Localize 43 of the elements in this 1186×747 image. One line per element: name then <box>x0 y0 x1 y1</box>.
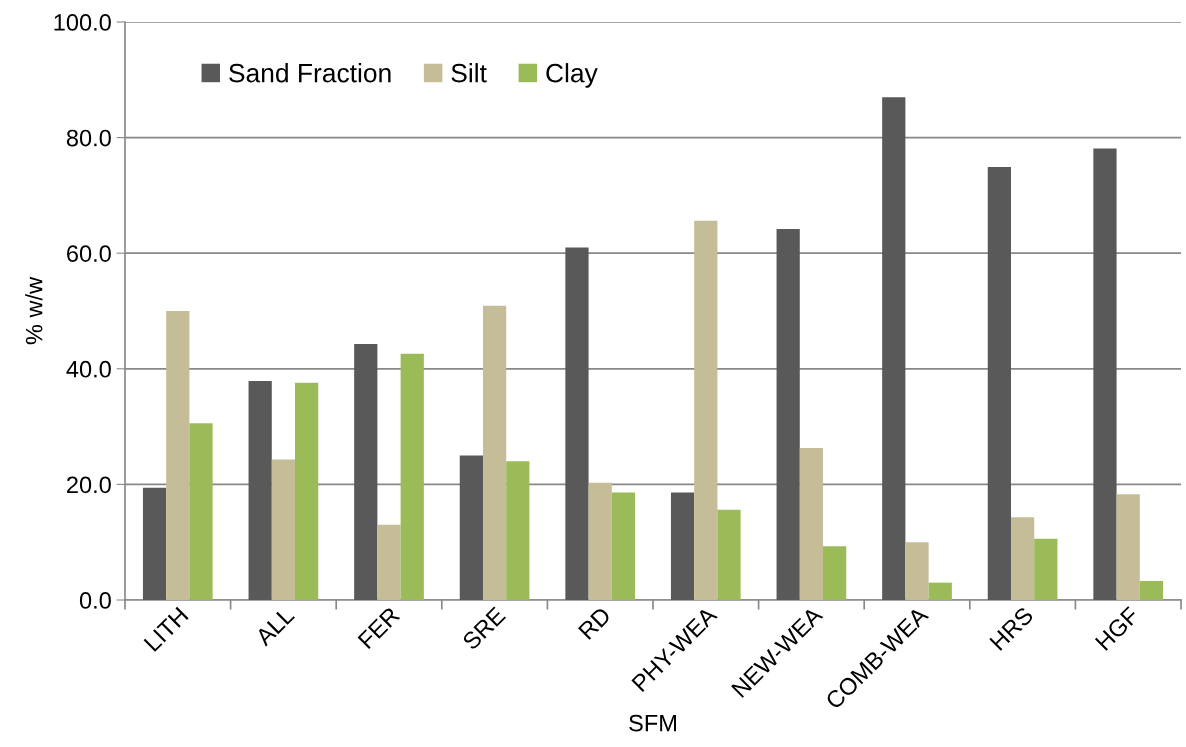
y-tick-label: 20.0 <box>67 476 111 494</box>
bar <box>295 382 319 600</box>
bar <box>189 423 213 600</box>
bar <box>142 487 167 600</box>
bar <box>271 459 296 600</box>
legend-label: Sand Fraction <box>229 63 391 83</box>
bar <box>905 542 929 600</box>
bar <box>248 380 272 600</box>
bar <box>482 305 507 600</box>
bar <box>1116 494 1140 600</box>
x-axis-title: SFM <box>629 714 676 732</box>
bar <box>377 524 401 600</box>
bar <box>882 97 906 600</box>
legend-label: Silt <box>451 63 487 83</box>
bar <box>611 492 636 600</box>
bar <box>1034 538 1058 600</box>
bar <box>717 509 741 600</box>
y-axis-title: % w/w <box>25 276 43 345</box>
bar <box>588 482 612 600</box>
bar <box>776 228 800 600</box>
bar <box>799 447 824 600</box>
x-tick-label: RD <box>578 606 612 640</box>
bar <box>565 247 589 600</box>
bar <box>1093 148 1117 600</box>
bar <box>670 492 695 600</box>
bar <box>694 220 718 600</box>
bar <box>400 353 424 600</box>
bar <box>1010 517 1035 600</box>
y-tick-label: 60.0 <box>67 245 111 262</box>
bar <box>987 167 1011 600</box>
bar <box>459 455 483 600</box>
bar <box>506 461 530 600</box>
x-tick-label: ALL <box>254 606 295 647</box>
y-tick-label: 80.0 <box>66 129 111 147</box>
bar <box>823 546 847 600</box>
bar <box>1139 580 1164 600</box>
y-tick-label: 100.0 <box>54 14 111 31</box>
bar <box>354 343 378 600</box>
y-tick-label: 40.0 <box>66 360 111 378</box>
bar <box>166 311 190 600</box>
y-tick-label: 0.0 <box>79 592 111 609</box>
bar <box>928 582 952 600</box>
legend-label: Clay <box>546 63 598 88</box>
